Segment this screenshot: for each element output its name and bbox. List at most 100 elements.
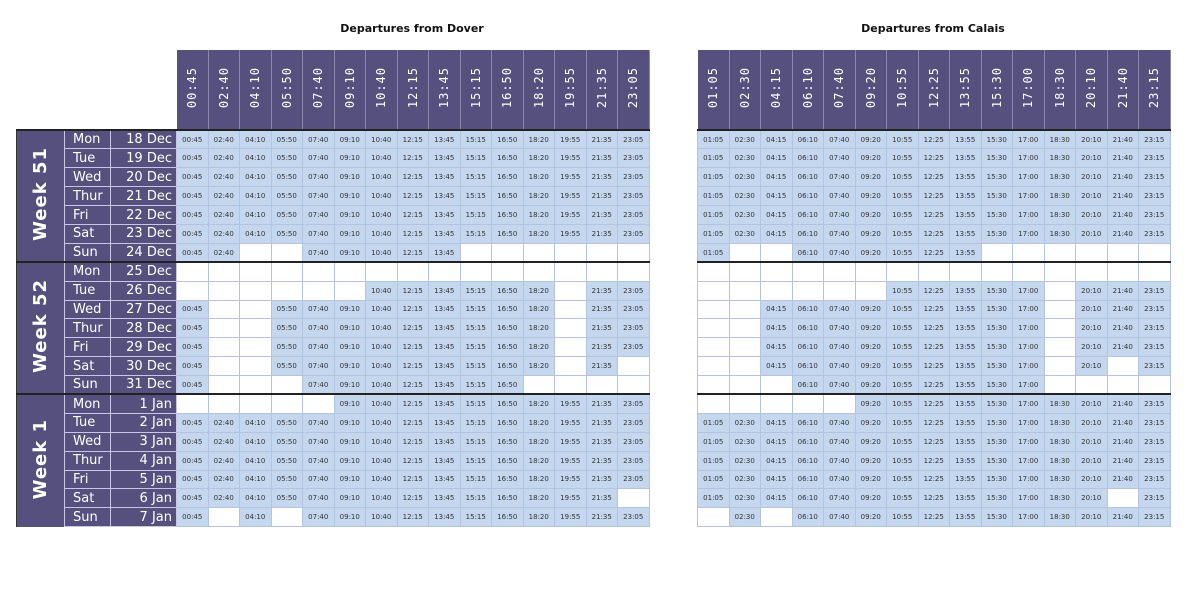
departure-cell: 07:40 xyxy=(823,356,856,377)
empty-cell xyxy=(791,393,824,414)
calais-departures-title: Departures from Calais xyxy=(861,22,1005,35)
table-row: 04:15 06:10 07:40 09:20 10:55 12:25 13:55 15:30… xyxy=(697,356,1171,377)
departure-cell: 18:20 xyxy=(522,148,555,169)
table-row: 01:05 02:30 04:15 06:10 07:40 09:20 10:55 12:25… xyxy=(697,412,1171,433)
week-label: Week 51 xyxy=(30,147,51,242)
departure-cell: 13:55 xyxy=(949,167,982,188)
departure-cell: 07:40 xyxy=(302,148,335,169)
departure-cell: 21:40 xyxy=(1106,393,1139,414)
departure-cell: 21:35 xyxy=(585,469,618,490)
empty-cell xyxy=(617,488,650,509)
departure-cell: 05:50 xyxy=(270,412,303,433)
departure-cell: 04:10 xyxy=(239,488,272,509)
departure-cell: 10:55 xyxy=(886,375,919,395)
header-spacer xyxy=(17,50,177,130)
empty-cell xyxy=(239,318,272,339)
date-cell: 30 Dec xyxy=(110,356,177,377)
empty-cell xyxy=(1043,356,1076,377)
departure-cell: 07:40 xyxy=(823,507,856,528)
table-row: 01:05 02:30 04:15 06:10 07:40 09:20 10:55 12:25… xyxy=(697,488,1171,509)
departure-cell: 09:20 xyxy=(854,507,887,528)
departure-cell: 13:45 xyxy=(428,431,461,452)
departure-cell: 09:20 xyxy=(854,337,887,358)
departure-cell: 07:40 xyxy=(823,450,856,471)
departure-cell: 12:15 xyxy=(396,223,429,244)
departure-cell: 10:55 xyxy=(886,469,919,490)
dover-departures-title: Departures from Dover xyxy=(340,22,484,35)
departure-cell: 18:20 xyxy=(522,318,555,339)
empty-cell xyxy=(428,261,461,282)
departure-cell: 17:00 xyxy=(1012,205,1045,225)
departure-cell: 12:25 xyxy=(917,450,950,471)
departure-cell: 18:30 xyxy=(1043,129,1076,150)
departure-cell: 07:40 xyxy=(823,223,856,244)
departure-cell: 13:45 xyxy=(428,299,461,320)
empty-cell xyxy=(728,375,761,395)
departure-cell: 21:35 xyxy=(585,148,618,169)
departure-cell: 07:40 xyxy=(302,375,335,395)
departure-cell: 12:25 xyxy=(917,148,950,169)
departure-cell: 12:25 xyxy=(917,167,950,188)
departure-cell: 09:10 xyxy=(333,318,366,339)
departure-cell: 21:35 xyxy=(585,318,618,339)
departure-cell: 02:40 xyxy=(207,450,240,471)
departure-cell: 23:15 xyxy=(1138,299,1171,320)
departure-cell: 17:00 xyxy=(1012,318,1045,339)
departure-cell: 10:40 xyxy=(365,469,398,490)
departure-cell: 23:15 xyxy=(1138,205,1171,225)
table-row: Wed 3 Jan 00:45 02:40 04:10 05:50 07:40 09:10 10… xyxy=(17,431,650,452)
departure-cell: 15:30 xyxy=(980,167,1013,188)
departure-cell: 13:45 xyxy=(428,507,461,528)
departure-cell: 12:25 xyxy=(917,223,950,244)
departure-cell: 06:10 xyxy=(791,318,824,339)
calais-time-header-label: 04:15 xyxy=(769,66,784,109)
empty-cell xyxy=(697,507,730,528)
departure-cell: 01:05 xyxy=(697,148,730,169)
empty-cell xyxy=(760,393,793,414)
departure-cell: 16:50 xyxy=(491,375,524,395)
departure-cell: 18:20 xyxy=(522,393,555,414)
empty-cell xyxy=(697,299,730,320)
table-row: Sat 30 Dec 00:45 05:50 07:40 09:10 10:40 12:15 1… xyxy=(17,356,650,377)
departure-cell: 02:40 xyxy=(207,167,240,188)
departure-cell: 09:20 xyxy=(854,393,887,414)
departure-cell: 12:15 xyxy=(396,129,429,150)
departure-cell: 20:10 xyxy=(1075,318,1108,339)
departure-cell: 18:20 xyxy=(522,412,555,433)
departure-cell: 21:35 xyxy=(585,129,618,150)
departure-cell: 19:55 xyxy=(554,186,587,207)
empty-cell xyxy=(617,242,650,263)
table-row: 04:15 06:10 07:40 09:20 10:55 12:25 13:55 15:30… xyxy=(697,299,1171,320)
empty-cell xyxy=(239,375,272,395)
departure-cell: 21:35 xyxy=(585,186,618,207)
empty-cell xyxy=(728,393,761,414)
departure-cell: 12:25 xyxy=(917,488,950,509)
departure-cell: 09:10 xyxy=(333,223,366,244)
departure-cell: 07:40 xyxy=(302,431,335,452)
departure-cell: 10:55 xyxy=(886,167,919,188)
departure-cell: 15:15 xyxy=(459,431,492,452)
departure-cell: 18:20 xyxy=(522,186,555,207)
calais-time-header-label: 07:40 xyxy=(832,66,847,109)
departure-cell: 13:45 xyxy=(428,412,461,433)
day-cell: Fri xyxy=(64,205,111,225)
departure-cell: 23:05 xyxy=(617,393,650,414)
departure-cell: 02:30 xyxy=(728,205,761,225)
departure-cell: 10:40 xyxy=(365,242,398,263)
table-row: 01:05 02:30 04:15 06:10 07:40 09:20 10:55 12:25… xyxy=(697,186,1171,207)
departure-cell: 00:45 xyxy=(176,450,209,471)
departure-cell: 10:55 xyxy=(886,488,919,509)
empty-cell xyxy=(333,261,366,282)
empty-cell xyxy=(302,393,335,414)
calais-time-header: 15:30 xyxy=(981,50,1013,131)
departure-cell: 16:50 xyxy=(491,318,524,339)
departure-cell: 13:45 xyxy=(428,393,461,414)
table-row: 01:05 02:30 04:15 06:10 07:40 09:20 10:55 12:25… xyxy=(697,148,1171,169)
departure-cell: 09:10 xyxy=(333,393,366,414)
departure-cell: 04:15 xyxy=(760,356,793,377)
day-cell: Sun xyxy=(64,507,111,528)
departure-cell: 06:10 xyxy=(791,205,824,225)
empty-cell xyxy=(728,318,761,339)
table-row: Week 1 Mon 1 Jan 09:10 10:40 12:15 13:45 15:15 1… xyxy=(16,393,650,527)
empty-cell xyxy=(1138,261,1171,282)
